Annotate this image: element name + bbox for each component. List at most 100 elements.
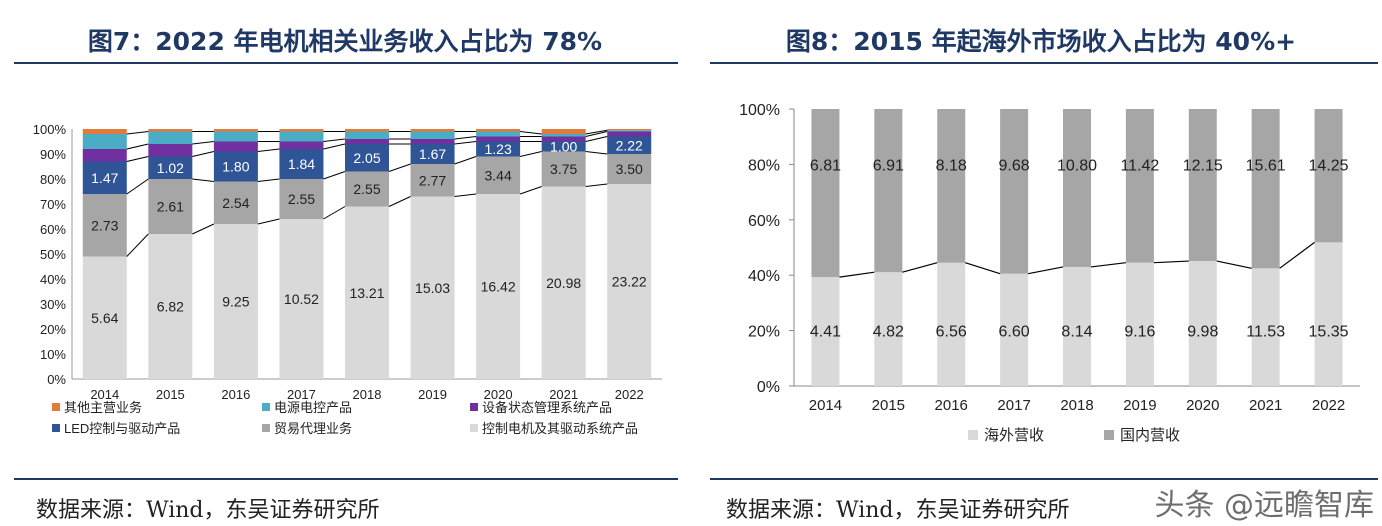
data-label: 10.52 [284, 291, 319, 307]
series-connector-line [585, 136, 608, 142]
legend-label: 国内营收 [1120, 427, 1180, 444]
bar-segment [476, 194, 521, 379]
bar-segment [279, 131, 324, 142]
bar-segment [541, 141, 586, 152]
data-label: 1.23 [484, 141, 511, 157]
y-tick-label: 70% [40, 197, 66, 212]
bar-segment [279, 129, 324, 132]
bar-segment [607, 184, 652, 379]
series-connector-line [454, 136, 477, 140]
series-connector-line [388, 196, 411, 207]
data-label: 1.80 [222, 159, 249, 175]
series-connector-line [520, 131, 542, 135]
series-connector-line [257, 218, 280, 225]
series-connector-line [257, 178, 280, 182]
series-connector-line [585, 151, 608, 155]
bar-segment [82, 161, 127, 194]
data-label: 2.55 [353, 181, 380, 197]
data-label-overseas: 15.35 [1309, 324, 1349, 341]
legend-swatch [52, 403, 60, 411]
legend-label: 其他主营业务 [64, 400, 142, 415]
left-source-rule [14, 478, 678, 480]
bar-segment-overseas [1188, 261, 1217, 386]
data-label: 2.54 [222, 195, 249, 211]
data-label: 2.22 [616, 137, 643, 153]
legend-label: 电源电控产品 [274, 400, 352, 415]
legend-label: 贸易代理业务 [274, 421, 352, 436]
right-title-rule [710, 62, 1378, 64]
bar-segment-overseas [1125, 262, 1154, 386]
bar-segment [82, 134, 127, 149]
bar-segment [607, 131, 652, 137]
data-label-overseas: 6.56 [936, 324, 967, 341]
series-connector-line [323, 143, 346, 150]
bar-segment [213, 129, 258, 132]
bar-segment [82, 256, 127, 379]
x-tick-label: 2015 [156, 387, 185, 402]
left-figure-title: 图7：2022 年电机相关业务收入占比为 78% [87, 27, 603, 56]
data-label: 2.77 [419, 172, 446, 188]
y-tick-label: 30% [40, 297, 66, 312]
x-tick-label: 2018 [1060, 397, 1093, 414]
bar-segment-overseas [937, 262, 966, 386]
data-label-domestic: 15.61 [1246, 157, 1286, 174]
y-tick-label: 40% [748, 268, 780, 285]
bar-segment [345, 139, 389, 144]
bar-segment [213, 151, 258, 182]
bar-segment [213, 181, 258, 224]
series-connector-line [257, 148, 280, 152]
bar-segment [148, 131, 193, 144]
y-tick-label: 10% [40, 347, 66, 362]
bar-segment [541, 186, 586, 379]
series-connector-line [126, 156, 149, 162]
bar-segment [345, 129, 389, 132]
legend-swatch [1104, 430, 1114, 440]
data-label-domestic: 6.91 [873, 157, 904, 174]
series-connector-line [519, 186, 542, 195]
series-connector-line [192, 151, 215, 157]
right-stacked-bar-chart: 0% 20% 40% 60% 80% 100% 4.41 6.81 2014 4.82 6.91 20… [739, 102, 1360, 444]
series-connector-line [585, 129, 608, 135]
y-tick-label: 80% [40, 172, 66, 187]
data-label-overseas: 9.16 [1124, 324, 1155, 341]
right-source-rule [710, 478, 1378, 480]
legend-label: 控制电机及其驱动系统产品 [482, 421, 638, 436]
x-tick-label: 2021 [549, 387, 578, 402]
bar-segment [476, 156, 521, 194]
bar-segment-overseas [1063, 266, 1091, 386]
legend-swatch [262, 403, 270, 411]
left-title-rule [14, 62, 678, 64]
series-connector-line [454, 141, 477, 145]
bar-segment-domestic [811, 109, 840, 278]
x-tick-label: 2014 [90, 387, 119, 402]
data-label: 2.61 [157, 199, 184, 215]
y-tick-label: 0% [47, 372, 66, 387]
x-tick-label: 2016 [221, 387, 250, 402]
series-connector-line [454, 156, 477, 165]
series-connector-line [192, 178, 214, 182]
bar-segment [148, 179, 193, 234]
data-label-domestic: 14.25 [1309, 157, 1349, 174]
series-connector-line [454, 193, 477, 197]
x-tick-label: 2020 [484, 387, 513, 402]
bar-segment [213, 224, 258, 379]
right-data-source: 数据来源：Wind，东吴证券研究所 [726, 498, 1070, 523]
bar-segment [410, 131, 455, 139]
data-label: 3.75 [550, 161, 577, 177]
right-figure-title: 图8：2015 年起海外市场收入占比为 40%+ [785, 27, 1297, 56]
legend-swatch [470, 424, 478, 432]
bar-segment [476, 131, 521, 137]
bar-segment [148, 129, 193, 132]
bar-segment [345, 171, 389, 207]
data-label: 16.42 [481, 279, 516, 295]
series-connector-line [126, 131, 149, 135]
data-label-overseas: 4.41 [810, 324, 841, 341]
series-connector-line [1027, 266, 1064, 275]
bar-segment-overseas [1000, 273, 1029, 386]
data-label: 3.50 [616, 161, 643, 177]
y-tick-label: 100% [33, 122, 67, 137]
bar-segment [410, 164, 455, 197]
bar-segment-overseas [1314, 242, 1343, 386]
bar-segment [279, 141, 324, 149]
legend-swatch [262, 424, 270, 432]
